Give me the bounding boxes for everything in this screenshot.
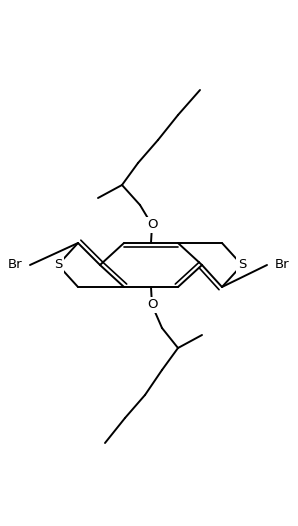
Text: S: S bbox=[238, 258, 246, 271]
Text: O: O bbox=[147, 218, 157, 231]
Text: O: O bbox=[147, 298, 157, 311]
Text: S: S bbox=[54, 258, 62, 271]
Text: Br: Br bbox=[275, 258, 290, 271]
Text: Br: Br bbox=[7, 258, 22, 271]
